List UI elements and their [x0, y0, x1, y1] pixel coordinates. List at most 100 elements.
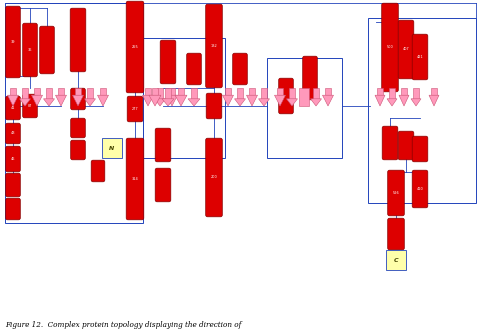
- Polygon shape: [274, 95, 285, 106]
- Text: 410: 410: [417, 187, 423, 191]
- Polygon shape: [310, 99, 321, 106]
- Bar: [267, 58, 342, 158]
- Polygon shape: [188, 99, 200, 106]
- Polygon shape: [325, 88, 331, 95]
- FancyBboxPatch shape: [71, 140, 85, 160]
- Polygon shape: [34, 88, 40, 95]
- Bar: [368, 18, 476, 203]
- Bar: [299, 88, 309, 106]
- FancyBboxPatch shape: [388, 218, 404, 250]
- FancyBboxPatch shape: [398, 131, 414, 160]
- Text: 46: 46: [11, 157, 15, 161]
- Polygon shape: [429, 95, 439, 106]
- Polygon shape: [58, 88, 64, 95]
- FancyBboxPatch shape: [23, 94, 37, 118]
- Polygon shape: [249, 88, 255, 95]
- Polygon shape: [322, 95, 333, 106]
- Bar: [143, 38, 225, 158]
- FancyBboxPatch shape: [412, 136, 428, 162]
- Polygon shape: [165, 88, 171, 99]
- Polygon shape: [401, 88, 407, 95]
- Polygon shape: [87, 88, 93, 99]
- Polygon shape: [72, 95, 83, 106]
- Polygon shape: [399, 95, 409, 106]
- Polygon shape: [75, 88, 81, 95]
- Polygon shape: [261, 88, 267, 99]
- Text: 421: 421: [417, 55, 423, 59]
- Polygon shape: [389, 88, 395, 99]
- Polygon shape: [32, 95, 43, 106]
- FancyBboxPatch shape: [279, 78, 293, 114]
- Polygon shape: [162, 99, 174, 106]
- FancyBboxPatch shape: [23, 23, 37, 77]
- Text: 39: 39: [11, 40, 15, 44]
- Polygon shape: [377, 88, 383, 95]
- Polygon shape: [145, 88, 151, 95]
- Polygon shape: [98, 95, 109, 106]
- Bar: [5, 3, 143, 223]
- FancyBboxPatch shape: [187, 53, 201, 85]
- FancyBboxPatch shape: [6, 6, 20, 78]
- Polygon shape: [175, 95, 187, 106]
- Polygon shape: [223, 95, 233, 106]
- FancyBboxPatch shape: [233, 53, 247, 85]
- FancyBboxPatch shape: [126, 1, 144, 93]
- Text: 314: 314: [132, 177, 138, 181]
- Polygon shape: [411, 99, 421, 106]
- Polygon shape: [432, 88, 436, 95]
- FancyBboxPatch shape: [126, 138, 144, 220]
- FancyBboxPatch shape: [382, 126, 398, 160]
- FancyBboxPatch shape: [71, 118, 85, 138]
- Polygon shape: [237, 88, 243, 99]
- Polygon shape: [100, 88, 106, 95]
- Polygon shape: [46, 88, 52, 99]
- FancyBboxPatch shape: [6, 123, 20, 144]
- Text: 87: 87: [28, 104, 32, 108]
- FancyBboxPatch shape: [6, 146, 20, 172]
- FancyBboxPatch shape: [155, 168, 171, 202]
- Text: Figure 12.  Complex protein topology displaying the direction of
multiple helice: Figure 12. Complex protein topology disp…: [5, 321, 256, 329]
- FancyBboxPatch shape: [205, 138, 222, 217]
- Text: 200: 200: [211, 175, 217, 180]
- Polygon shape: [259, 99, 270, 106]
- Polygon shape: [152, 88, 158, 95]
- Polygon shape: [8, 95, 19, 106]
- Text: C: C: [394, 258, 399, 263]
- FancyBboxPatch shape: [303, 56, 317, 100]
- FancyBboxPatch shape: [127, 96, 143, 122]
- Polygon shape: [413, 88, 419, 99]
- Polygon shape: [387, 99, 397, 106]
- Text: N: N: [109, 145, 114, 150]
- Polygon shape: [178, 88, 184, 95]
- Polygon shape: [20, 99, 31, 106]
- FancyBboxPatch shape: [6, 96, 20, 120]
- FancyBboxPatch shape: [412, 170, 428, 208]
- Polygon shape: [235, 99, 246, 106]
- Text: 500: 500: [387, 45, 393, 49]
- Polygon shape: [84, 99, 95, 106]
- FancyBboxPatch shape: [155, 128, 171, 162]
- Text: 526: 526: [393, 191, 399, 195]
- Text: 132: 132: [211, 44, 217, 48]
- Text: 407: 407: [403, 47, 410, 52]
- Polygon shape: [191, 88, 197, 99]
- Polygon shape: [375, 95, 385, 106]
- Text: 41: 41: [11, 106, 15, 110]
- FancyBboxPatch shape: [398, 20, 414, 79]
- Polygon shape: [157, 88, 163, 99]
- Text: 43: 43: [11, 132, 15, 136]
- Polygon shape: [155, 99, 166, 106]
- Polygon shape: [44, 99, 55, 106]
- Polygon shape: [313, 88, 319, 99]
- FancyBboxPatch shape: [160, 40, 176, 84]
- FancyBboxPatch shape: [71, 88, 85, 110]
- Polygon shape: [56, 95, 67, 106]
- FancyBboxPatch shape: [91, 160, 105, 182]
- Text: 277: 277: [132, 107, 138, 111]
- Text: 255: 255: [132, 45, 138, 49]
- FancyBboxPatch shape: [388, 170, 404, 216]
- FancyBboxPatch shape: [412, 34, 428, 80]
- FancyBboxPatch shape: [206, 93, 222, 119]
- Polygon shape: [225, 88, 231, 95]
- FancyBboxPatch shape: [382, 3, 399, 92]
